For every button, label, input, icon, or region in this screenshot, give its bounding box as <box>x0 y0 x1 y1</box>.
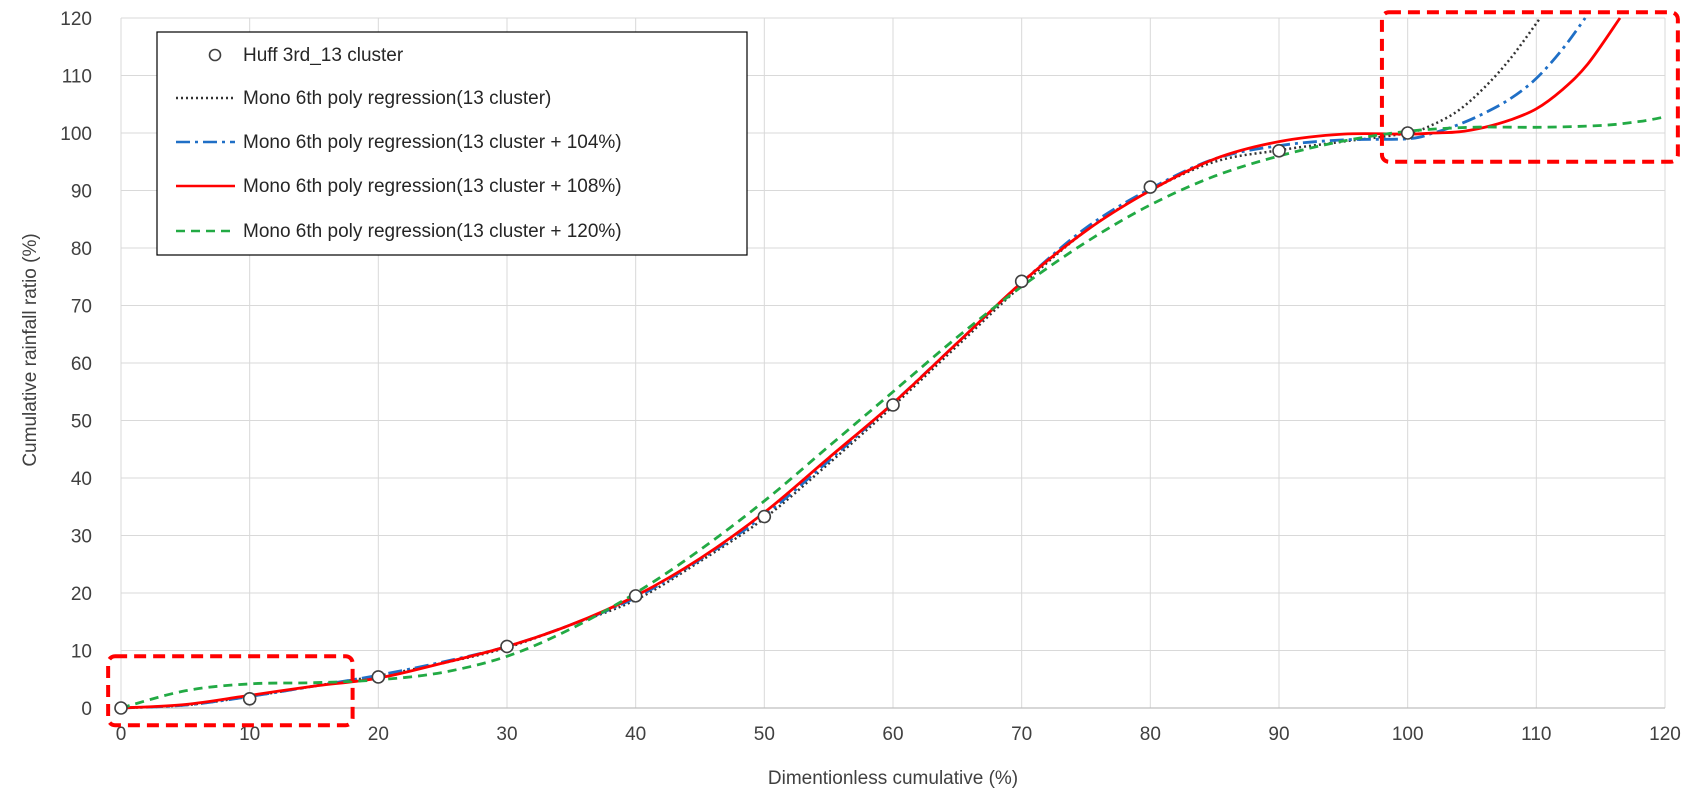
huff-data-point <box>757 509 772 524</box>
x-tick-label: 30 <box>496 724 517 745</box>
y-axis-title: Cumulative rainfall ratio (%) <box>20 233 41 466</box>
x-tick-label: 110 <box>1521 724 1551 745</box>
series-layer <box>114 17 1666 715</box>
x-tick-label: 10 <box>239 724 260 745</box>
huff-data-point <box>886 398 900 412</box>
x-tick-label: 100 <box>1392 724 1424 745</box>
y-tick-labels: 0 10 20 30 40 50 60 70 80 90 100 110 120 <box>60 9 92 720</box>
x-tick-label: 70 <box>1011 724 1032 745</box>
huff-data-point <box>1400 126 1415 140</box>
legend-label-mono-13: Mono 6th poly regression(13 cluster) <box>243 88 551 109</box>
legend-label-mono-108: Mono 6th poly regression(13 cluster + 10… <box>243 176 622 197</box>
y-tick-label: 30 <box>71 527 92 548</box>
huff-data-point <box>371 670 386 684</box>
y-tick-label: 50 <box>71 412 92 433</box>
y-tick-label: 100 <box>60 124 92 145</box>
legend-box <box>156 31 748 256</box>
y-tick-label: 110 <box>62 67 92 88</box>
x-axis-title: Dimentionless cumulative (%) <box>768 768 1018 789</box>
x-tick-labels: 0 10 20 30 40 50 60 70 80 90 100 110 120 <box>116 724 1681 745</box>
x-tick-label: 120 <box>1649 724 1681 745</box>
x-tick-label: 50 <box>754 724 775 745</box>
legend-marker-huff <box>208 48 222 62</box>
series-line-4 <box>120 115 1666 710</box>
y-tick-label: 120 <box>60 9 92 30</box>
highlight-box-1 <box>106 654 355 728</box>
huff-data-point <box>114 701 128 715</box>
y-tick-label: 70 <box>71 297 92 318</box>
x-tick-label: 40 <box>625 724 646 745</box>
highlight-boxes <box>106 10 1680 728</box>
y-tick-label: 90 <box>71 182 92 203</box>
huff-data-point <box>1014 274 1029 289</box>
x-tick-label: 90 <box>1268 724 1289 745</box>
x-tick-label: 60 <box>882 724 903 745</box>
huff-data-point <box>1143 180 1158 194</box>
y-tick-label: 60 <box>71 354 92 375</box>
y-tick-label: 20 <box>71 584 92 605</box>
y-tick-label: 80 <box>71 239 92 260</box>
y-tick-label: 10 <box>71 642 92 663</box>
legend: Huff 3rd_13 cluster Mono 6th poly regres… <box>156 31 748 256</box>
huff-data-point <box>242 691 257 706</box>
legend-label-huff: Huff 3rd_13 cluster <box>243 45 404 66</box>
x-tick-label: 20 <box>368 724 389 745</box>
y-tick-label: 40 <box>71 469 92 490</box>
huff-data-point <box>1272 144 1286 158</box>
legend-label-mono-120: Mono 6th poly regression(13 cluster + 12… <box>243 221 622 242</box>
highlight-box-2 <box>1379 10 1680 164</box>
huff-data-point <box>628 589 643 603</box>
x-tick-label: 80 <box>1140 724 1161 745</box>
y-tick-label: 0 <box>81 699 92 720</box>
huff-data-point <box>500 639 514 654</box>
x-tick-label: 0 <box>116 724 127 745</box>
legend-label-mono-104: Mono 6th poly regression(13 cluster + 10… <box>243 132 622 153</box>
